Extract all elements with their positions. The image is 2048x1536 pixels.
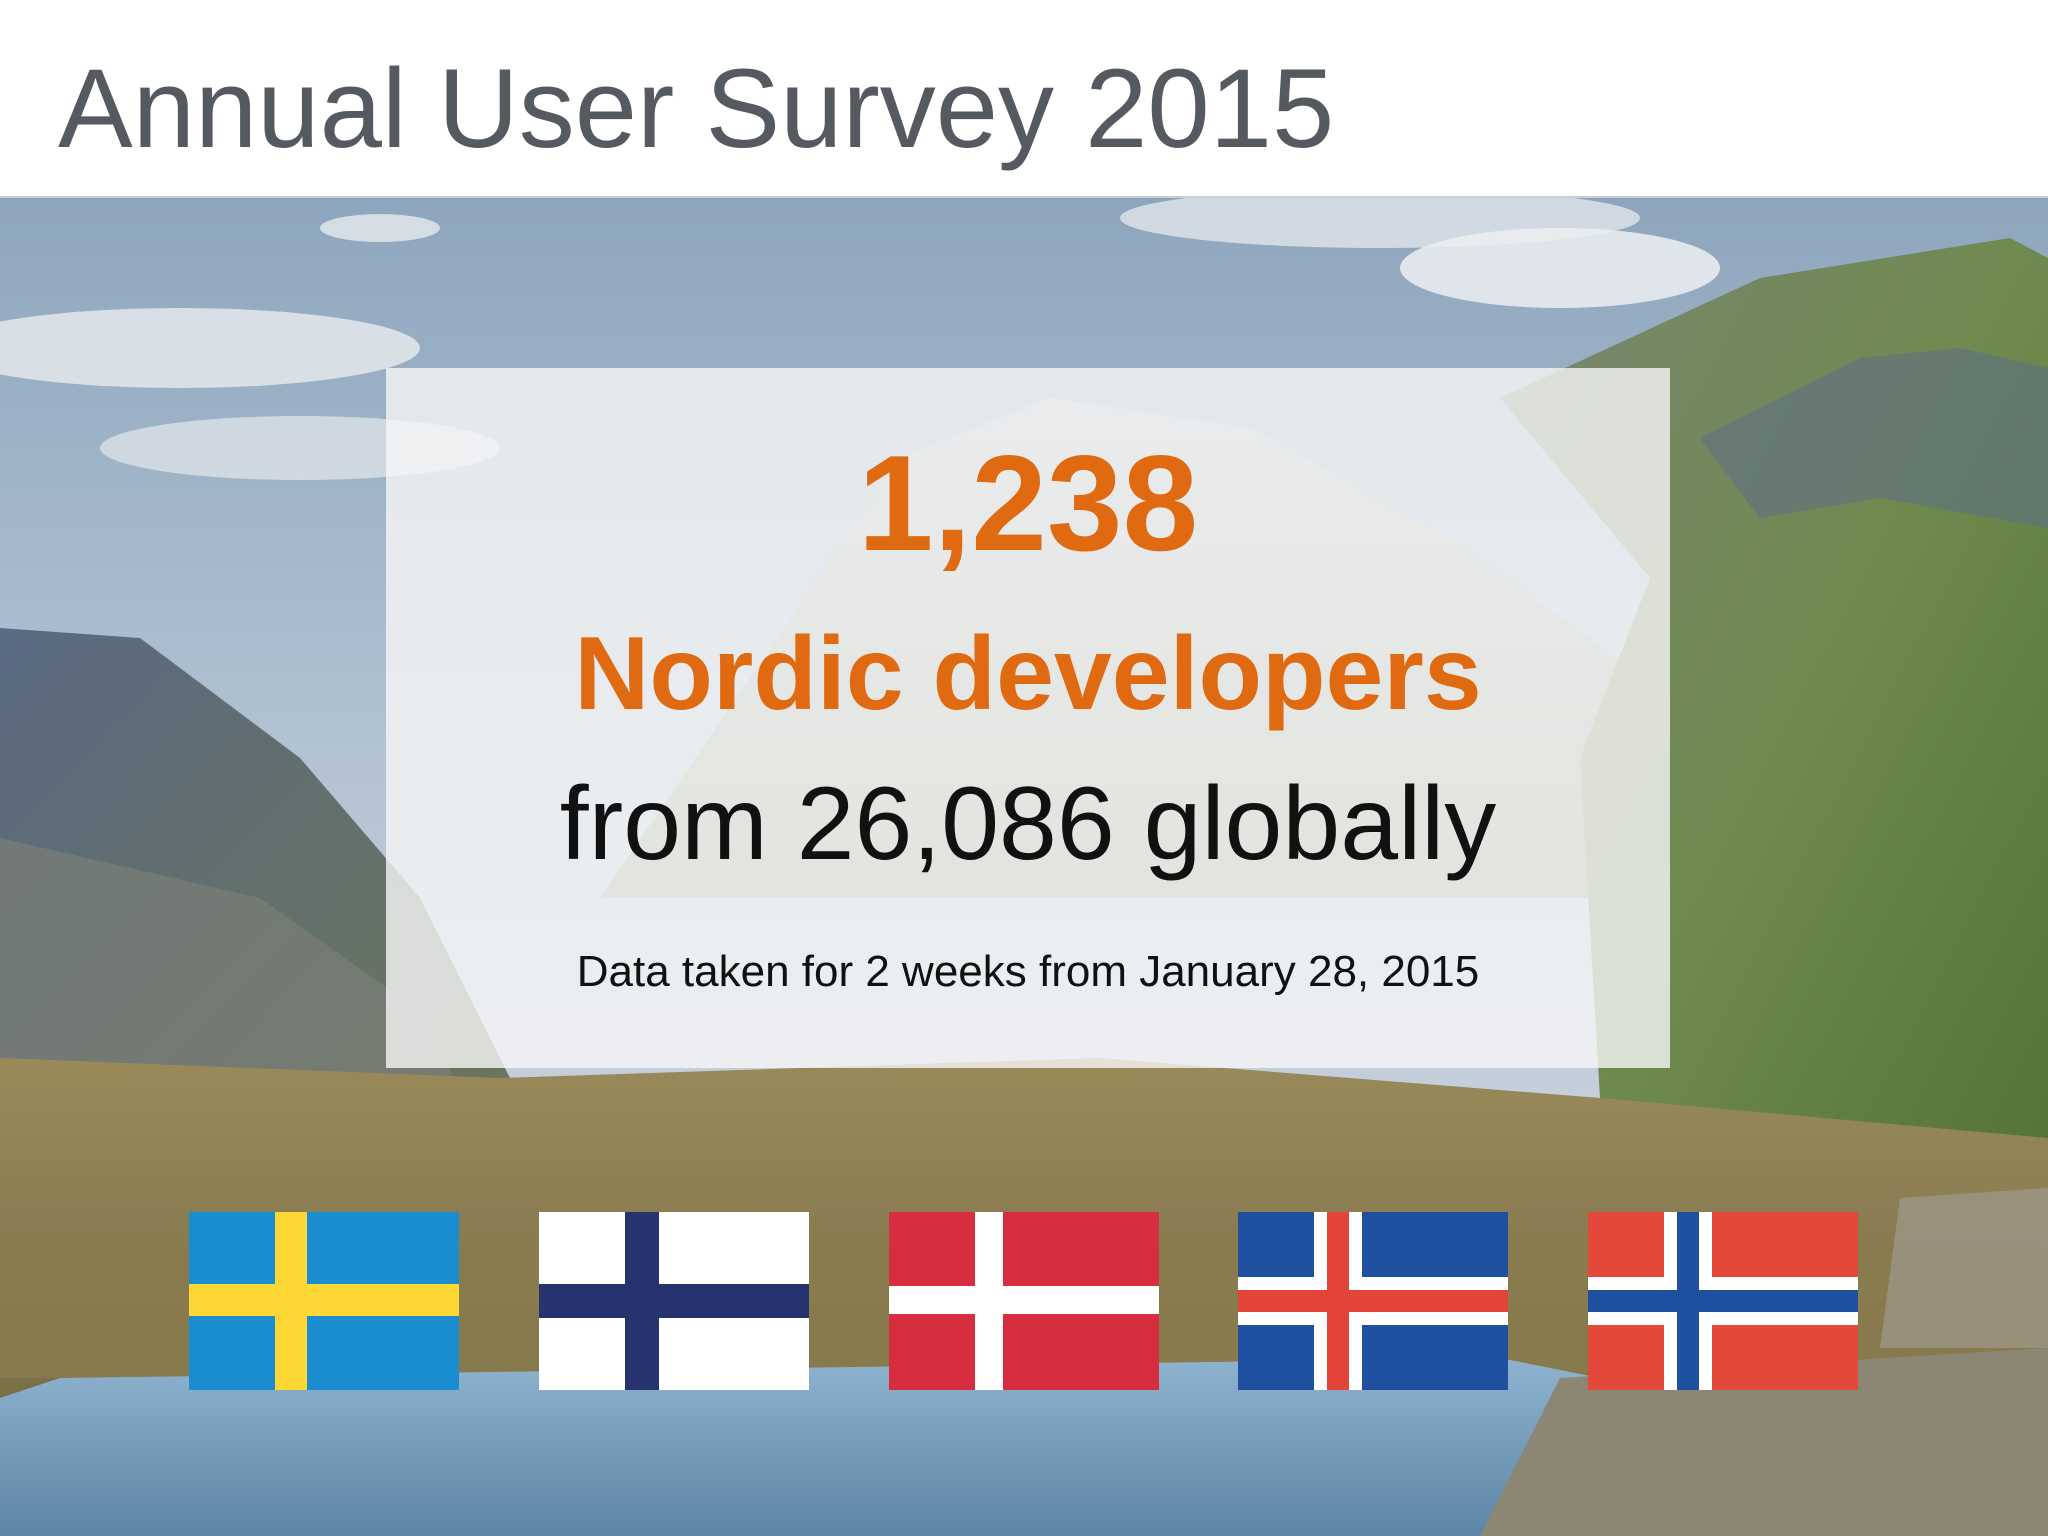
nordic-developer-count: 1,238: [857, 427, 1199, 579]
norway-flag: [1588, 1212, 1858, 1390]
slide-header: Annual User Survey 2015: [0, 0, 2048, 198]
nordic-developers-label: Nordic developers: [574, 616, 1482, 732]
slide-title: Annual User Survey 2015: [58, 46, 1335, 171]
denmark-flag: [889, 1212, 1159, 1390]
finland-flag: [539, 1212, 809, 1390]
global-total-text: from 26,086 globally: [559, 766, 1497, 882]
iceland-flag: [1238, 1212, 1508, 1390]
stats-panel: 1,238 Nordic developers from 26,086 glob…: [386, 368, 1670, 1068]
sweden-flag: [189, 1212, 459, 1390]
nordic-flags-row: [0, 1212, 2048, 1390]
data-period-note: Data taken for 2 weeks from January 28, …: [576, 947, 1480, 996]
